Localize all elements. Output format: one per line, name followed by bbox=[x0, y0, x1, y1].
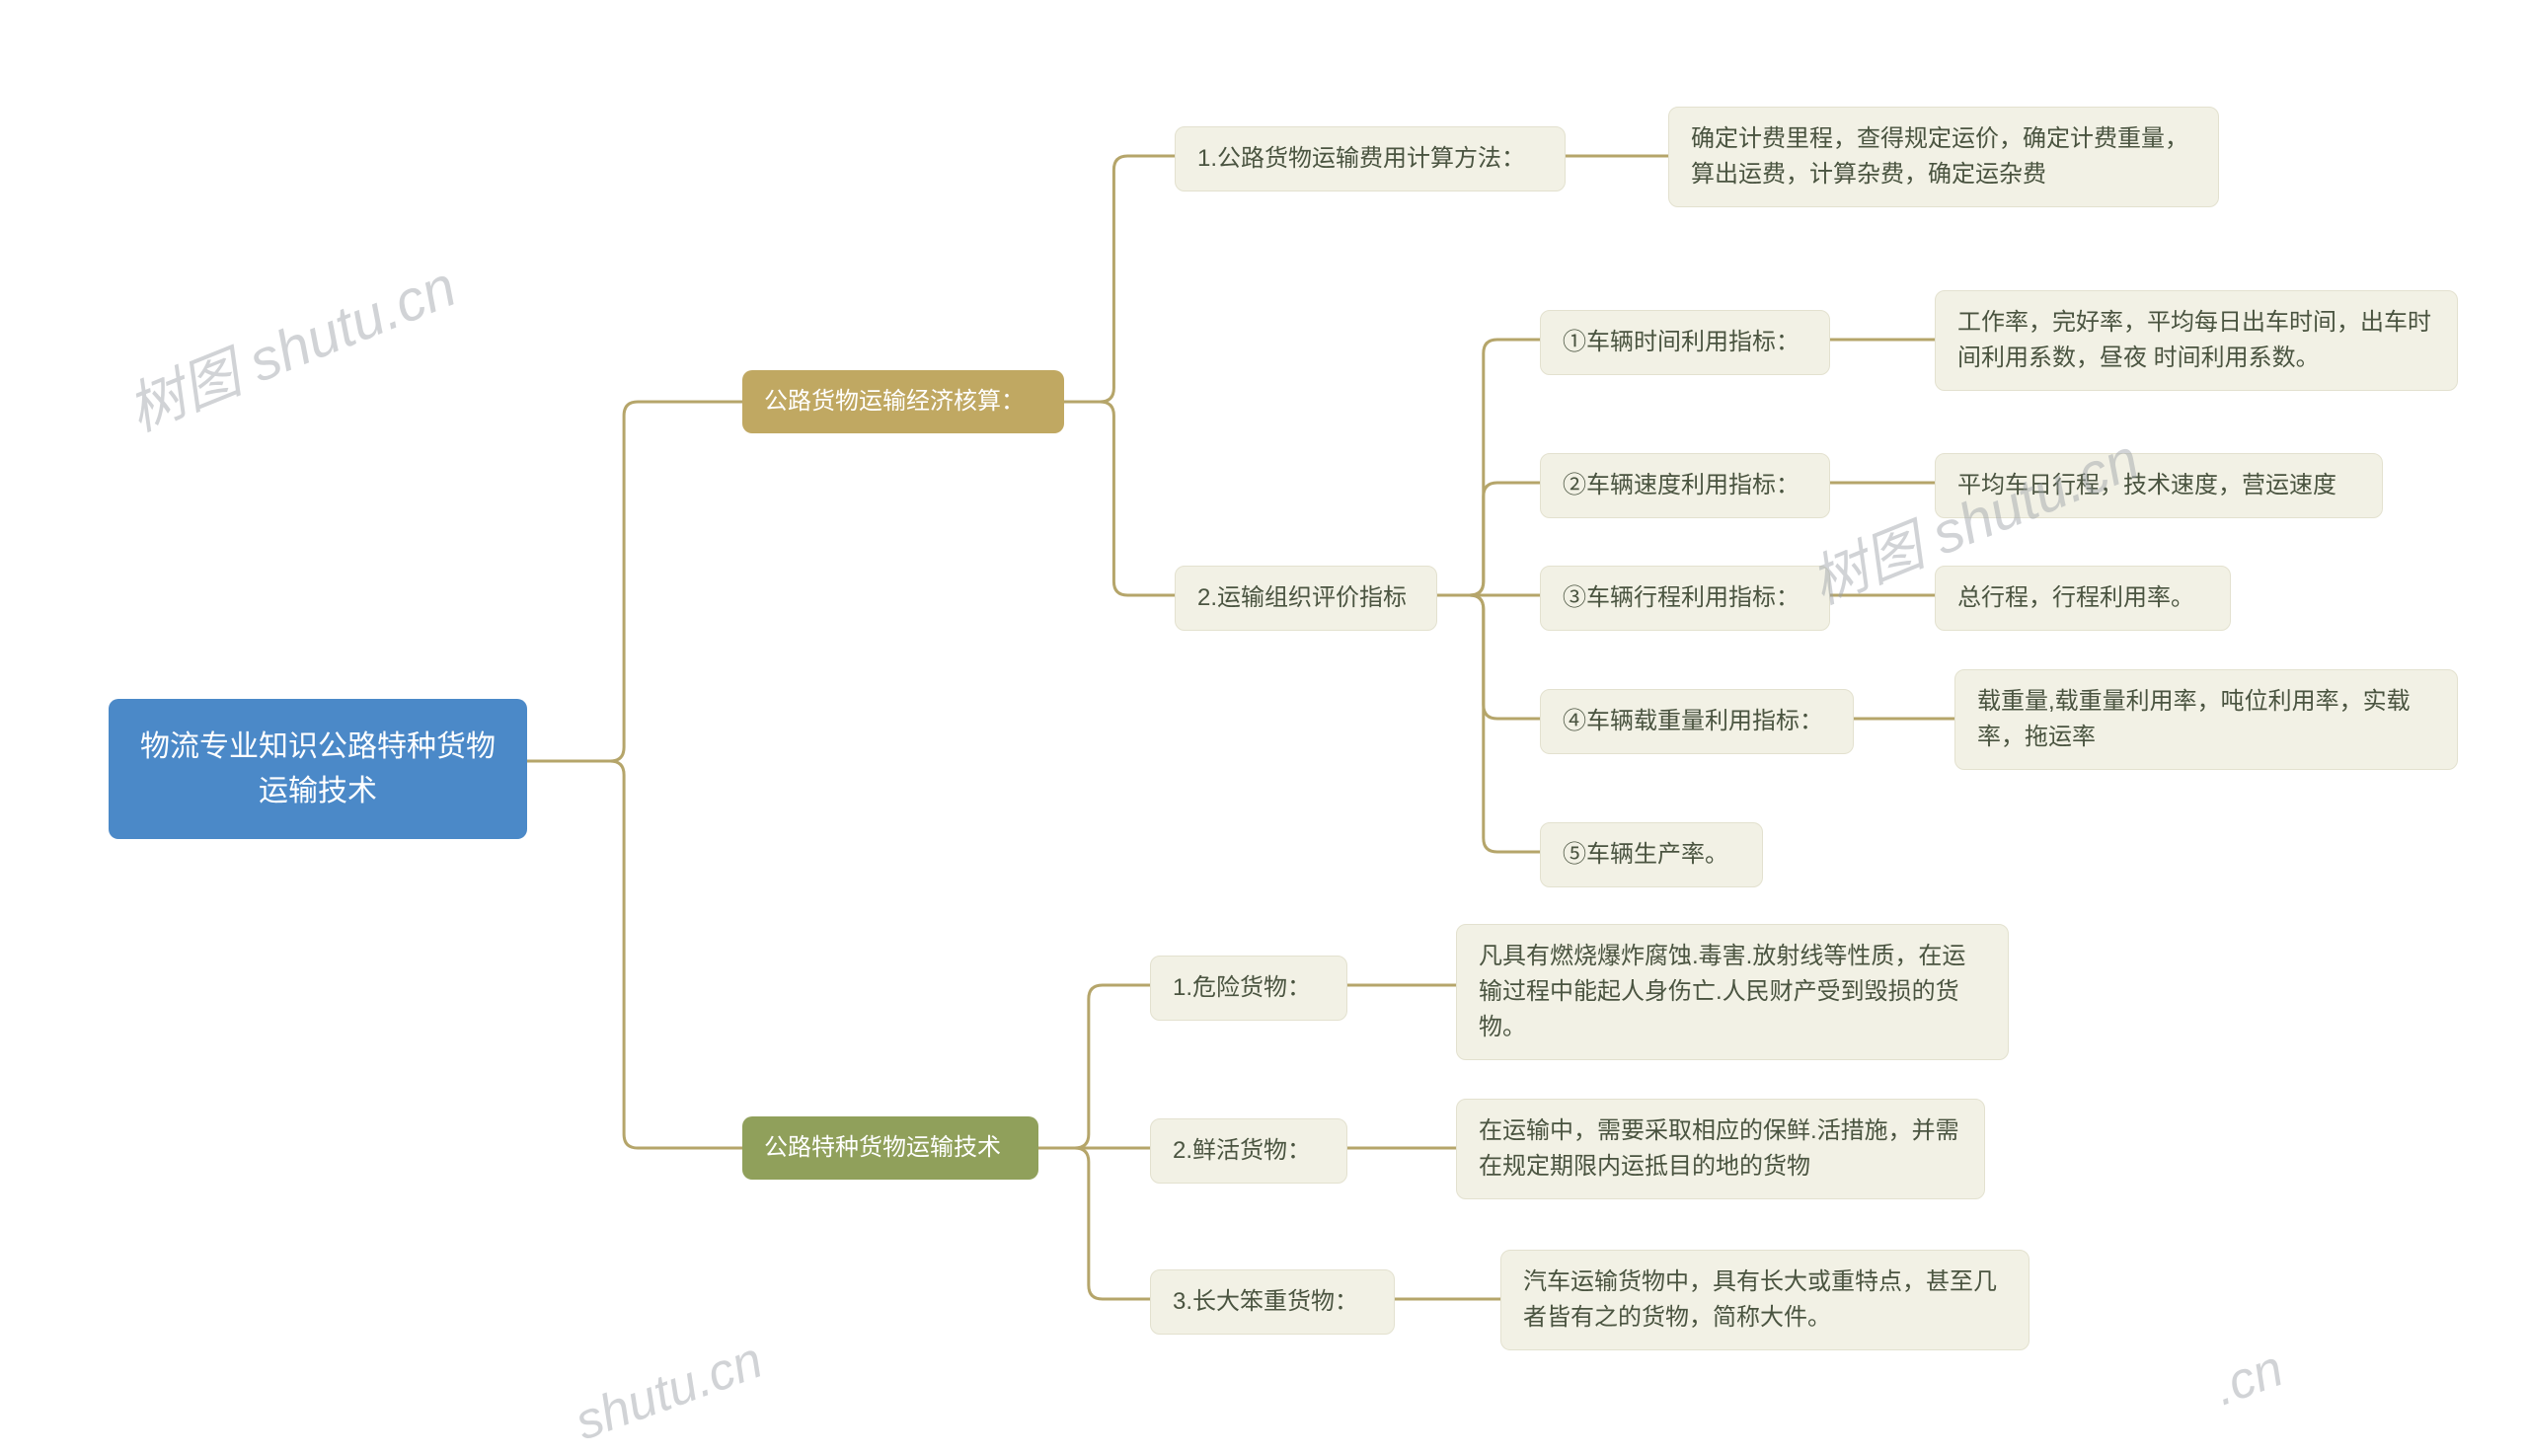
node-a24-detail-label: 载重量,载重量利用率，吨位利用率，实载率，拖运率 bbox=[1977, 684, 2435, 755]
root-label: 物流专业知识公路特种货物运输技术 bbox=[138, 725, 498, 813]
node-a22-detail-label: 平均车日行程，技术速度，营运速度 bbox=[1957, 468, 2336, 503]
node-a21[interactable]: ①车辆时间利用指标： bbox=[1540, 310, 1830, 375]
branch-special-tech-label: 公路特种货物运输技术 bbox=[764, 1130, 1001, 1166]
node-a25-label: ⑤车辆生产率。 bbox=[1563, 837, 1728, 873]
node-a22-label: ②车辆速度利用指标： bbox=[1563, 468, 1800, 503]
node-b1-label: 1.危险货物： bbox=[1173, 970, 1311, 1006]
node-a25[interactable]: ⑤车辆生产率。 bbox=[1540, 822, 1763, 887]
node-b1[interactable]: 1.危险货物： bbox=[1150, 956, 1347, 1021]
node-a21-label: ①车辆时间利用指标： bbox=[1563, 325, 1800, 360]
node-a23-detail-label: 总行程，行程利用率。 bbox=[1957, 580, 2194, 616]
node-a2-label: 2.运输组织评价指标 bbox=[1197, 580, 1407, 616]
node-a24[interactable]: ④车辆载重量利用指标： bbox=[1540, 689, 1854, 754]
branch-economics[interactable]: 公路货物运输经济核算： bbox=[742, 370, 1064, 433]
node-b2[interactable]: 2.鲜活货物： bbox=[1150, 1118, 1347, 1184]
node-a1-label: 1.公路货物运输费用计算方法： bbox=[1197, 141, 1525, 177]
node-a23-label: ③车辆行程利用指标： bbox=[1563, 580, 1800, 616]
node-b2-label: 2.鲜活货物： bbox=[1173, 1133, 1311, 1169]
branch-economics-label: 公路货物运输经济核算： bbox=[764, 384, 1025, 420]
node-a23[interactable]: ③车辆行程利用指标： bbox=[1540, 566, 1830, 631]
node-b3-detail[interactable]: 汽车运输货物中，具有长大或重特点，甚至几者皆有之的货物，简称大件。 bbox=[1500, 1250, 2029, 1350]
node-b3[interactable]: 3.长大笨重货物： bbox=[1150, 1269, 1395, 1335]
node-b1-detail[interactable]: 凡具有燃烧爆炸腐蚀.毒害.放射线等性质，在运输过程中能起人身伤亡.人民财产受到毁… bbox=[1456, 924, 2009, 1060]
node-b3-detail-label: 汽车运输货物中，具有长大或重特点，甚至几者皆有之的货物，简称大件。 bbox=[1523, 1264, 2007, 1336]
node-a22-detail[interactable]: 平均车日行程，技术速度，营运速度 bbox=[1935, 453, 2383, 518]
node-a21-detail-label: 工作率，完好率，平均每日出车时间，出车时间利用系数，昼夜 时间利用系数。 bbox=[1957, 305, 2435, 376]
node-b2-detail-label: 在运输中，需要采取相应的保鲜.活措施，并需在规定期限内运抵目的地的货物 bbox=[1479, 1113, 1962, 1185]
watermark-3: shutu.cn bbox=[568, 1331, 770, 1453]
watermark-1: 树图 shutu.cn bbox=[114, 240, 466, 447]
node-a24-label: ④车辆载重量利用指标： bbox=[1563, 704, 1823, 739]
node-b2-detail[interactable]: 在运输中，需要采取相应的保鲜.活措施，并需在规定期限内运抵目的地的货物 bbox=[1456, 1099, 1985, 1199]
node-b1-detail-label: 凡具有燃烧爆炸腐蚀.毒害.放射线等性质，在运输过程中能起人身伤亡.人民财产受到毁… bbox=[1479, 939, 1986, 1045]
root-node[interactable]: 物流专业知识公路特种货物运输技术 bbox=[109, 699, 527, 839]
node-a23-detail[interactable]: 总行程，行程利用率。 bbox=[1935, 566, 2231, 631]
node-a24-detail[interactable]: 载重量,载重量利用率，吨位利用率，实载率，拖运率 bbox=[1954, 669, 2458, 770]
node-a21-detail[interactable]: 工作率，完好率，平均每日出车时间，出车时间利用系数，昼夜 时间利用系数。 bbox=[1935, 290, 2458, 391]
node-a1-detail[interactable]: 确定计费里程，查得规定运价，确定计费重量，算出运费，计算杂费，确定运杂费 bbox=[1668, 107, 2219, 207]
node-a1[interactable]: 1.公路货物运输费用计算方法： bbox=[1175, 126, 1566, 192]
node-b3-label: 3.长大笨重货物： bbox=[1173, 1284, 1358, 1320]
node-a2[interactable]: 2.运输组织评价指标 bbox=[1175, 566, 1437, 631]
node-a1-detail-label: 确定计费里程，查得规定运价，确定计费重量，算出运费，计算杂费，确定运杂费 bbox=[1691, 121, 2196, 192]
branch-special-tech[interactable]: 公路特种货物运输技术 bbox=[742, 1116, 1038, 1180]
watermark-4: .cn bbox=[2206, 1339, 2291, 1418]
node-a22[interactable]: ②车辆速度利用指标： bbox=[1540, 453, 1830, 518]
